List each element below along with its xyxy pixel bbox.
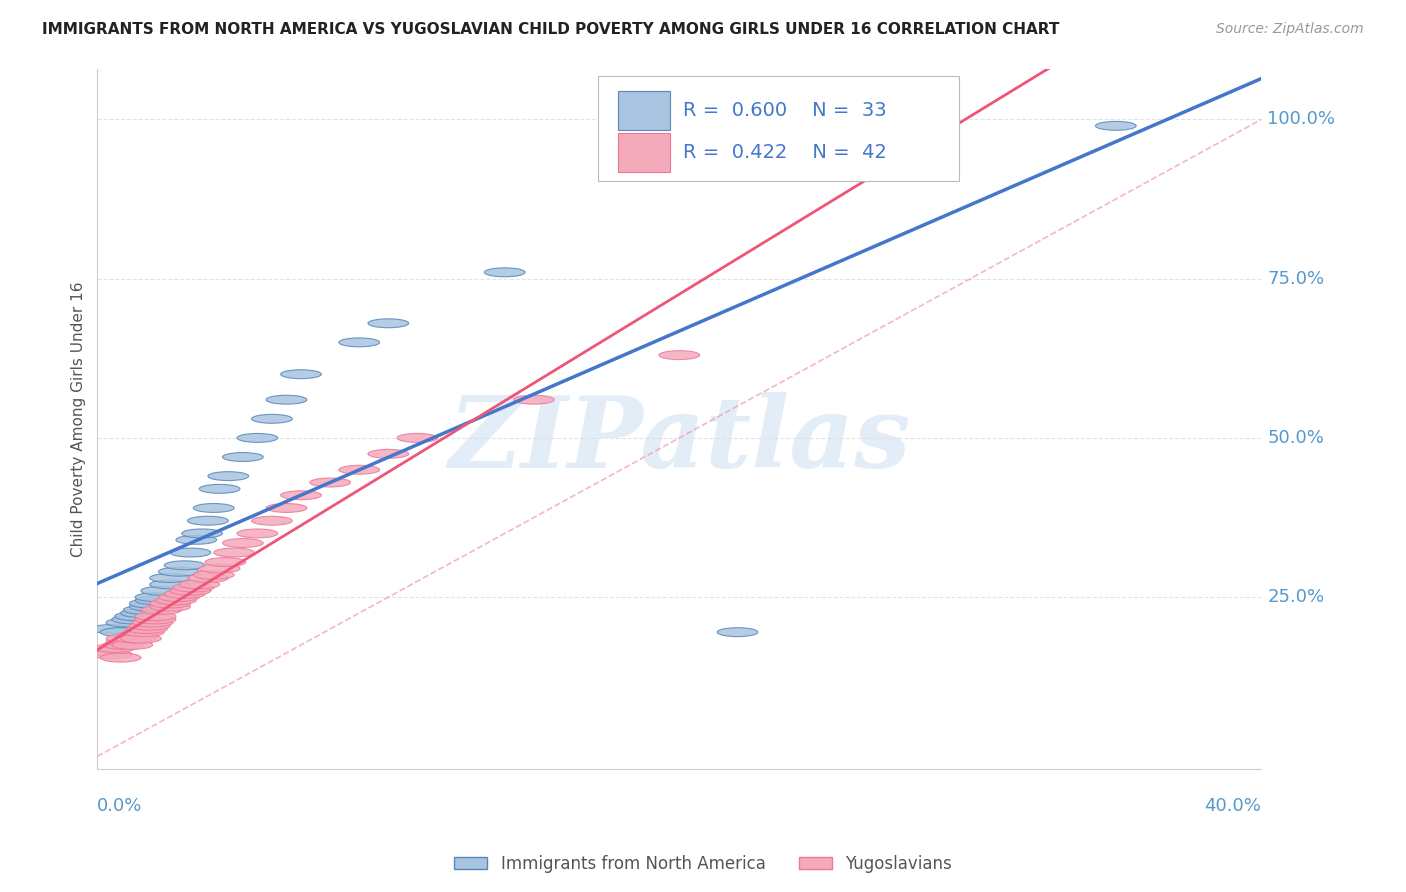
Circle shape [339,338,380,347]
Circle shape [187,574,228,582]
Circle shape [141,586,181,595]
Circle shape [200,564,240,573]
Circle shape [129,602,170,611]
Circle shape [135,615,176,624]
Circle shape [170,548,211,557]
Circle shape [121,634,162,643]
Circle shape [214,548,254,557]
Text: 100.0%: 100.0% [1267,111,1336,128]
Circle shape [238,434,278,442]
Circle shape [717,628,758,637]
Circle shape [208,472,249,481]
Circle shape [176,535,217,544]
Circle shape [252,516,292,525]
Circle shape [513,395,554,404]
Circle shape [124,628,165,637]
Circle shape [135,592,176,601]
Circle shape [266,503,307,512]
Circle shape [368,450,409,458]
Circle shape [115,612,156,621]
Circle shape [127,624,167,633]
Circle shape [156,596,197,605]
Text: R =  0.422    N =  42: R = 0.422 N = 42 [683,143,887,162]
Text: 0.0%: 0.0% [97,797,143,815]
Text: 40.0%: 40.0% [1205,797,1261,815]
Circle shape [149,599,190,608]
Circle shape [105,618,146,627]
Circle shape [121,608,162,617]
Circle shape [187,516,228,525]
Circle shape [91,650,132,659]
Circle shape [485,268,524,277]
Circle shape [149,602,190,611]
Circle shape [281,491,322,500]
Circle shape [91,624,132,633]
Circle shape [194,503,235,512]
Circle shape [179,580,219,589]
Circle shape [132,618,173,627]
Circle shape [135,612,176,621]
Circle shape [1095,121,1136,130]
Circle shape [339,466,380,475]
Text: ZIPatlas: ZIPatlas [449,392,911,488]
Y-axis label: Child Poverty Among Girls Under 16: Child Poverty Among Girls Under 16 [72,281,86,557]
Text: IMMIGRANTS FROM NORTH AMERICA VS YUGOSLAVIAN CHILD POVERTY AMONG GIRLS UNDER 16 : IMMIGRANTS FROM NORTH AMERICA VS YUGOSLA… [42,22,1060,37]
Text: Source: ZipAtlas.com: Source: ZipAtlas.com [1216,22,1364,37]
Circle shape [173,583,214,592]
Circle shape [222,539,263,548]
Circle shape [149,580,190,589]
Text: 75.0%: 75.0% [1267,269,1324,288]
Circle shape [281,370,322,379]
Circle shape [149,574,190,582]
Circle shape [135,596,176,605]
Circle shape [659,351,700,359]
Circle shape [112,615,153,624]
Circle shape [159,592,200,601]
Circle shape [309,478,350,487]
Circle shape [396,434,437,442]
Text: 50.0%: 50.0% [1267,429,1324,447]
Circle shape [115,634,156,643]
Circle shape [222,452,263,461]
Circle shape [252,415,292,424]
Circle shape [105,637,146,646]
Circle shape [105,634,146,643]
Circle shape [165,590,205,599]
Circle shape [159,567,200,576]
Circle shape [103,640,143,649]
Circle shape [112,640,153,649]
FancyBboxPatch shape [617,91,671,129]
Circle shape [100,628,141,637]
Circle shape [118,631,159,640]
Circle shape [141,606,181,615]
Text: 25.0%: 25.0% [1267,588,1324,607]
Circle shape [368,318,409,327]
Circle shape [170,586,211,595]
Circle shape [86,647,127,656]
Circle shape [129,622,170,631]
Circle shape [194,570,235,579]
Circle shape [165,561,205,570]
FancyBboxPatch shape [598,76,959,180]
FancyBboxPatch shape [617,133,671,172]
Circle shape [181,529,222,538]
Circle shape [238,529,278,538]
Circle shape [129,599,170,608]
Circle shape [205,558,246,566]
Circle shape [94,644,135,653]
Circle shape [200,484,240,493]
Circle shape [100,653,141,662]
Legend: Immigrants from North America, Yugoslavians: Immigrants from North America, Yugoslavi… [447,848,959,880]
Circle shape [266,395,307,404]
Text: R =  0.600    N =  33: R = 0.600 N = 33 [683,101,886,120]
Circle shape [124,606,165,615]
